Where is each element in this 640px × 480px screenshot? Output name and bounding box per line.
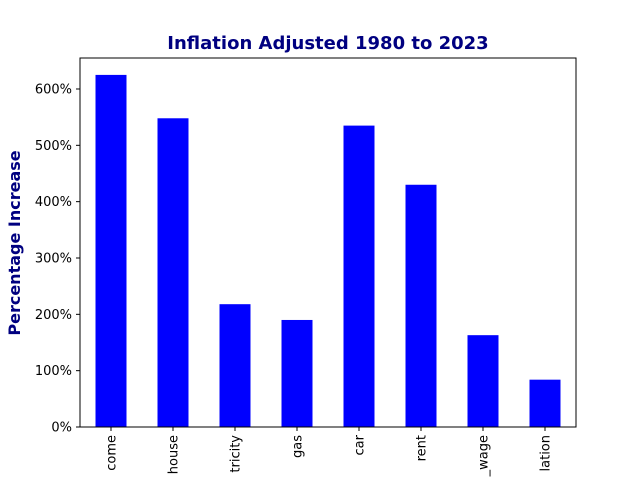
plot-area: 0% 100% 200% 300% 400% 500% 600% come house trici… <box>35 57 577 477</box>
x-tick-label: lation <box>539 435 554 471</box>
bar-house <box>157 118 189 427</box>
bar-min-wage <box>467 335 499 427</box>
chart-title: Inflation Adjusted 1980 to 2023 <box>167 33 488 54</box>
y-tick-label: 500% <box>35 139 72 154</box>
bar-gas <box>281 319 313 427</box>
x-tick-label: car <box>353 434 368 455</box>
x-tick-label: rent <box>415 435 430 461</box>
x-tick-label: come <box>105 435 120 471</box>
y-tick-label: 400% <box>35 195 72 210</box>
x-tick-label: tricity <box>229 435 244 473</box>
bar-car <box>343 125 375 427</box>
y-axis-label: Percentage Increase <box>5 150 24 335</box>
y-tick-label: 600% <box>35 82 72 97</box>
x-tick-label: gas <box>291 435 306 458</box>
x-tick-label: house <box>167 435 182 474</box>
axes-frame <box>79 57 577 428</box>
bar-electricity <box>219 304 251 427</box>
y-tick-label: 200% <box>35 308 72 323</box>
y-tick-label: 0% <box>51 421 72 436</box>
bar-inflation <box>529 379 561 427</box>
y-tick-label: 100% <box>35 364 72 379</box>
y-tick-label: 300% <box>35 251 72 266</box>
x-tick-label: _wage <box>477 435 492 477</box>
bar-income <box>95 74 127 428</box>
bar-rent <box>405 184 437 427</box>
